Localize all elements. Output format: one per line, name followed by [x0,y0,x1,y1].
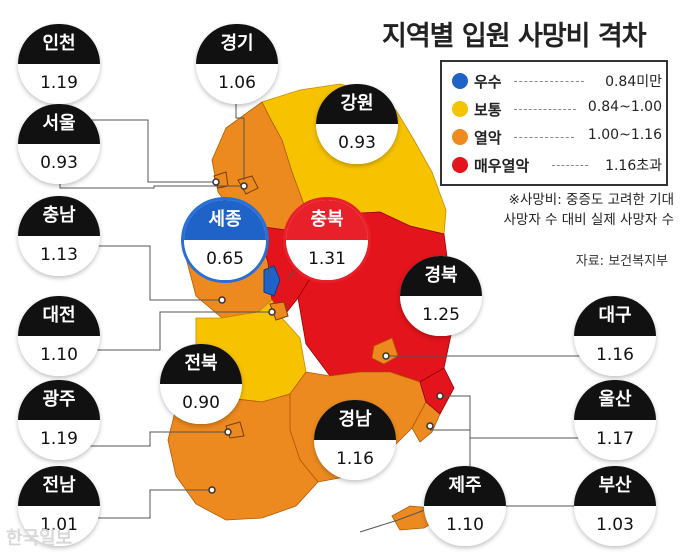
legend-swatch-red [452,157,468,173]
legend-leader [514,137,574,138]
footnote: ※사망비: 중증도 고려한 기대 사망자 수 대비 실제 사망자 수 [448,190,675,230]
region-busan [411,401,441,443]
legend-label: 열악 [474,129,502,147]
region-name: 충북 [286,200,368,240]
legend-label: 보통 [474,101,502,119]
badge-sejong: 세종 0.65 [184,200,266,280]
badge-gangwon: 강원 0.93 [316,84,398,164]
region-ulsan [419,367,455,415]
badge-gyeonggi: 경기 1.06 [196,24,278,104]
badge-jeonbuk: 전북 0.90 [160,344,242,424]
legend-range: 0.84~1.00 [587,99,662,115]
legend: 우수 0.84미만 보통 0.84~1.00 열악 1.00~1.16 매우열악… [440,60,668,186]
badge-daegu: 대구 1.16 [574,296,656,376]
legend-item-excellent: 우수 0.84미만 [452,70,662,92]
legend-range: 0.84미만 [605,74,662,90]
region-value: 1.10 [424,506,506,546]
legend-range: 1.16초과 [605,158,662,174]
legend-leader [514,81,584,82]
legend-range: 1.00~1.16 [587,127,662,143]
footnote-line: ※사망비: 중증도 고려한 기대 [508,192,674,208]
legend-swatch-blue [452,73,468,89]
badge-daejeon: 대전 1.10 [18,296,100,376]
badge-gyeongnam: 경남 1.16 [314,400,396,480]
badge-incheon: 인천 1.19 [18,24,100,104]
legend-item-poor: 열악 1.00~1.16 [452,126,662,148]
legend-label: 매우열악 [474,157,530,175]
footnote-line: 사망자 수 대비 실제 사망자 수 [503,212,675,228]
badge-busan: 부산 1.03 [574,466,656,546]
badge-seoul: 서울 0.93 [18,104,100,184]
legend-item-normal: 보통 0.84~1.00 [452,98,662,120]
badge-jeju: 제주 1.10 [424,466,506,546]
page-title: 지역별 입원 사망비 격차 [382,21,647,52]
badge-chungbuk: 충북 1.31 [286,200,368,280]
badge-chungnam: 충남 1.13 [18,196,100,276]
legend-swatch-orange [452,129,468,145]
watermark: 한국일보 [6,528,73,549]
legend-leader [552,165,588,166]
badge-gwangju: 광주 1.19 [18,380,100,460]
legend-swatch-yellow [452,101,468,117]
badge-gyeongbuk: 경북 1.25 [400,256,482,336]
region-daegu [371,337,399,365]
legend-leader [514,109,576,110]
badge-ulsan: 울산 1.17 [574,380,656,460]
source-credit: 자료: 보건복지부 [575,254,668,269]
location-markers [208,178,444,494]
legend-label: 우수 [474,73,502,91]
legend-item-very-poor: 매우열악 1.16초과 [452,154,662,176]
